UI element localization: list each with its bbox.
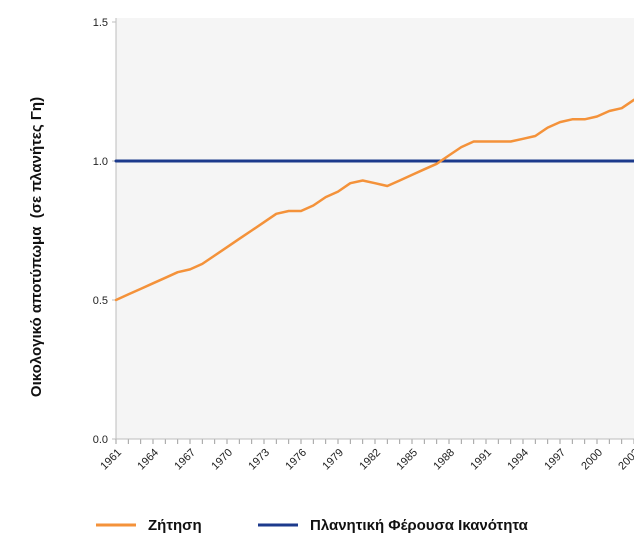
series-layer: [114, 98, 634, 302]
x-tick-label: 1982: [357, 447, 383, 473]
plot-background: [116, 18, 634, 439]
x-tick-label: 1994: [505, 447, 531, 473]
y-tick-label: 1.5: [93, 17, 108, 29]
x-tick-label: 1985: [394, 447, 420, 473]
legend: Ζήτηση Πλανητική Φέρουσα Ικανότητα: [96, 517, 529, 534]
y-axis-label: Οικολογικό αποτύπωμα (σε πλανήτες Γη): [28, 97, 45, 397]
y-tick-label: 0.5: [93, 295, 108, 307]
legend-label-capacity: Πλανητική Φέρουσα Ικανότητα: [310, 517, 529, 534]
x-tick-label: 1973: [246, 447, 272, 473]
x-tick-label: 1976: [283, 447, 309, 473]
legend-label-demand: Ζήτηση: [148, 517, 202, 534]
y-axis-ticks: 0.0 0.5 1.0 1.5: [93, 17, 116, 446]
x-tick-label: 1967: [172, 447, 198, 473]
demand-series-line: [114, 98, 634, 302]
x-tick-label: 1970: [209, 447, 235, 473]
y-tick-label: 1.0: [93, 156, 108, 168]
x-tick-label: 1979: [320, 447, 346, 473]
x-tick-label: 2003: [616, 447, 634, 473]
x-tick-label: 2000: [579, 447, 605, 473]
y-tick-label: 0.0: [93, 434, 108, 446]
x-tick-label: 1997: [542, 447, 568, 473]
x-tick-label: 1991: [468, 447, 494, 473]
x-tick-label: 1961: [98, 447, 124, 473]
x-tick-label: 1988: [431, 447, 457, 473]
x-tick-label: 1964: [135, 447, 161, 473]
x-axis-ticks: 1961 1964 1967 1970 1973 1976 1979 1982 1985 1988…: [98, 439, 634, 472]
